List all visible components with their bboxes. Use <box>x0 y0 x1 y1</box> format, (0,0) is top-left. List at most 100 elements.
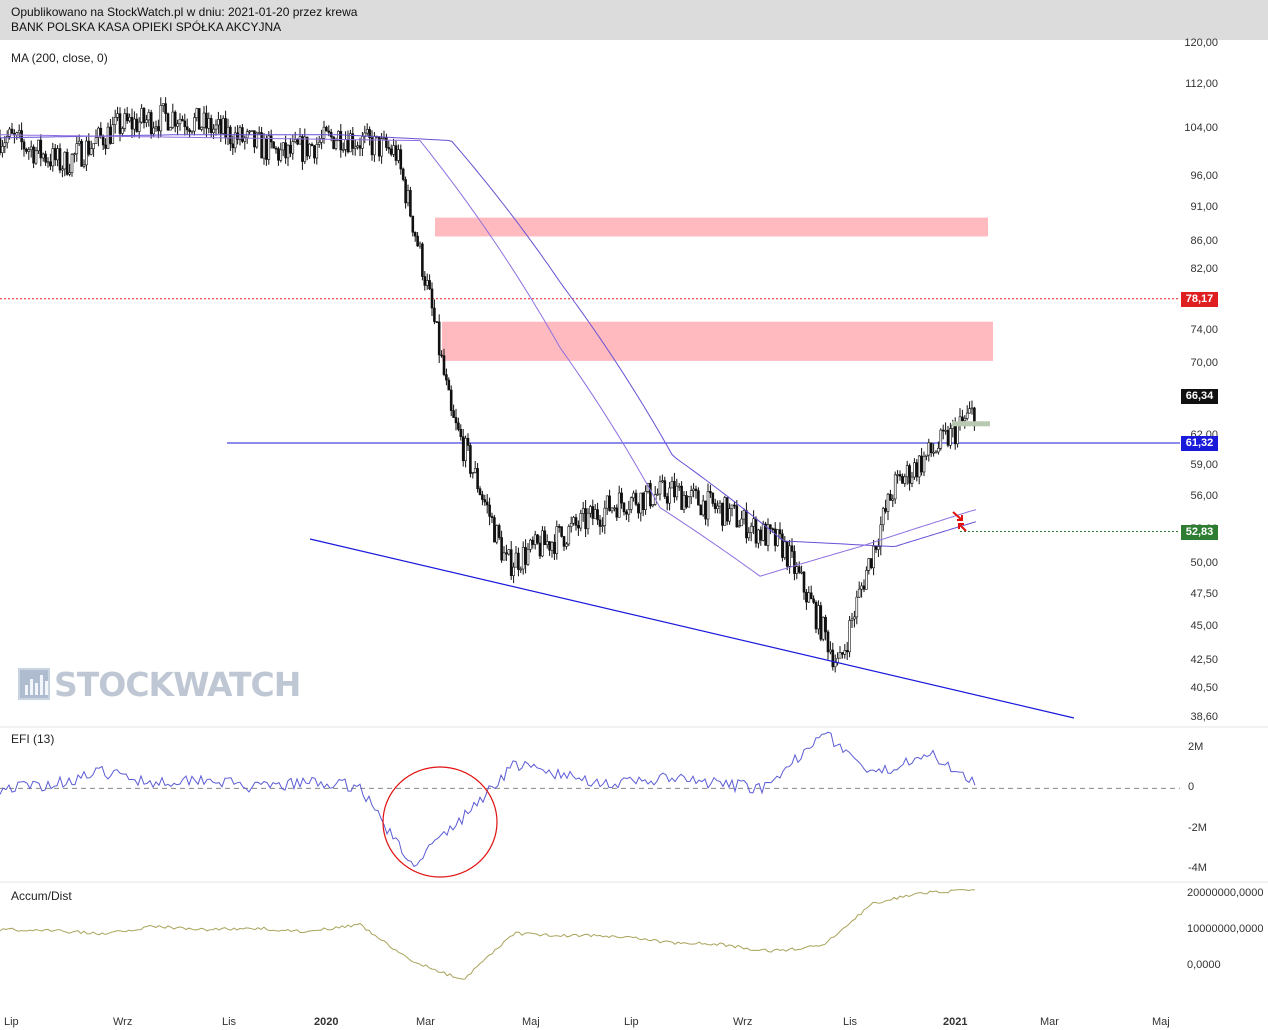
candle-body <box>452 410 455 418</box>
candle-body <box>212 128 215 133</box>
candle-body <box>97 127 100 138</box>
candle-body <box>673 481 676 498</box>
candle-body <box>418 243 422 247</box>
candle-body <box>152 127 155 135</box>
candle-body <box>721 502 724 526</box>
candle-body <box>603 507 607 526</box>
accum-dist-line <box>0 889 976 980</box>
candle-body <box>615 507 619 518</box>
price-tick-label: 47,50 <box>1190 587 1218 600</box>
candle-body <box>637 504 640 514</box>
candle-body <box>267 135 271 160</box>
candle-body <box>704 500 707 520</box>
candle-body <box>305 136 309 157</box>
candle-body <box>622 502 626 513</box>
candle-body <box>598 519 602 527</box>
candle-body <box>207 118 211 129</box>
candle-body <box>495 525 499 543</box>
price-tick-label: 104,00 <box>1184 122 1218 135</box>
candle-body <box>661 480 664 483</box>
candle-body <box>932 451 935 454</box>
candle-body <box>341 149 345 151</box>
candle-body <box>154 126 158 129</box>
time-tick-label: Wrz <box>733 1016 753 1028</box>
candle-body <box>807 592 811 603</box>
candle-body <box>166 113 170 131</box>
candle-body <box>963 418 967 422</box>
candle-body <box>802 571 806 593</box>
candle-body <box>205 112 208 129</box>
candle-body <box>149 112 153 135</box>
candle-body <box>862 585 866 590</box>
candle-body <box>553 541 556 554</box>
candle-body <box>46 161 50 164</box>
candle-body <box>483 499 487 503</box>
candle-body <box>764 523 767 546</box>
candle-body <box>123 113 127 129</box>
candle-body <box>639 492 643 514</box>
candle-body <box>358 145 362 149</box>
candle-body <box>658 481 662 495</box>
candle-body <box>209 118 213 133</box>
candle-body <box>272 141 275 149</box>
price-tick-label: 70,00 <box>1190 357 1218 370</box>
candle-body <box>29 146 33 150</box>
candle-body <box>968 408 971 414</box>
highlight-circle <box>382 766 498 878</box>
candle-body <box>442 355 446 375</box>
candle-body <box>404 179 407 204</box>
descending-trendline <box>309 538 1075 719</box>
price-tick-label: 40,50 <box>1190 682 1218 695</box>
candle-body <box>61 168 64 171</box>
candle-body <box>593 509 597 519</box>
candle-body <box>929 442 933 454</box>
candle-body <box>730 504 734 510</box>
candle-body <box>829 649 832 653</box>
candle-body <box>584 508 587 530</box>
candle-body <box>833 662 837 668</box>
candle-body <box>262 137 266 159</box>
time-tick-label: 2020 <box>314 1016 339 1028</box>
candle-body <box>457 422 460 430</box>
candle-body <box>142 108 146 123</box>
candle-body <box>481 494 484 500</box>
candle-body <box>826 631 830 653</box>
candle-body <box>670 481 674 489</box>
candle-body <box>255 132 259 148</box>
candle-body <box>233 132 237 149</box>
candle-body <box>809 592 813 600</box>
efi-tick-label: -2M <box>1188 821 1207 834</box>
candle-body <box>961 416 964 422</box>
candle-body <box>473 468 477 473</box>
candle-body <box>181 118 184 122</box>
candle-body <box>812 598 815 603</box>
candle-body <box>689 490 693 498</box>
candle-body <box>385 137 388 148</box>
efi-line <box>0 731 976 868</box>
price-tick-label: 59,00 <box>1190 458 1218 471</box>
candle-body <box>749 525 753 533</box>
candle-body <box>411 215 415 233</box>
candle-body <box>884 508 887 512</box>
candle-body <box>694 488 698 491</box>
candle-body <box>706 491 710 520</box>
candle-body <box>872 545 875 569</box>
candle-body <box>773 528 777 546</box>
candle-body <box>188 129 191 133</box>
efi-tick-label: 0 <box>1188 781 1195 794</box>
candle-body <box>867 558 871 571</box>
candle-body <box>941 429 945 432</box>
candle-body <box>147 112 151 121</box>
candle-body <box>339 131 343 151</box>
candle-body <box>735 505 739 528</box>
candle-body <box>939 429 943 449</box>
candle-body <box>281 142 285 151</box>
candle-body <box>440 354 443 357</box>
candle-body <box>250 130 254 132</box>
candle-body <box>682 495 686 510</box>
candle-body <box>89 148 93 155</box>
candle-body <box>279 149 283 161</box>
candle-body <box>680 485 683 510</box>
candle-body <box>545 541 549 546</box>
candle-body <box>85 140 88 166</box>
